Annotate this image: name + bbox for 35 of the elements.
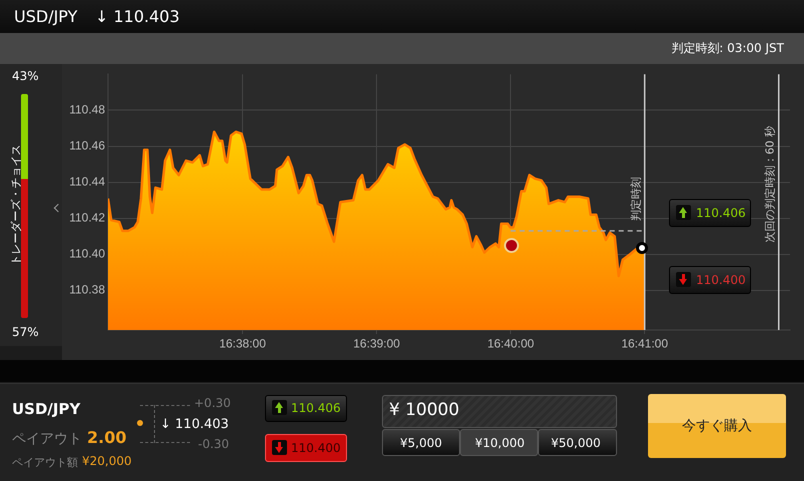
text: ¥50,000 — [551, 436, 601, 450]
annotation: 110.406 — [696, 206, 746, 220]
text: 57% — [12, 325, 39, 339]
x-tick-label: 16:41:00 — [621, 336, 668, 351]
y-tick-label: 110.42 — [69, 210, 106, 225]
y-tick-label: 110.44 — [69, 174, 106, 189]
ref-line-label: 次回の判定時刻：60 秒 — [764, 126, 777, 242]
text: ↓ 110.403 — [95, 7, 180, 26]
text: -0.30 — [198, 437, 230, 451]
text: 判定時刻: 03:00 JST — [671, 41, 784, 55]
text: ¥20,000 — [82, 454, 132, 468]
y-tick-label: 110.48 — [69, 102, 106, 117]
ref-line-label: 判定時刻 — [630, 177, 643, 222]
text: 43% — [12, 69, 39, 83]
text: +0.30 — [194, 396, 231, 410]
text: ¥ 10000 — [389, 400, 460, 420]
text: ペイアウト額 — [12, 456, 78, 469]
text: 今すぐ購入 — [682, 418, 752, 434]
y-tick-label: 110.40 — [69, 246, 106, 261]
text: USD/JPY — [14, 7, 78, 26]
x-tick-label: 16:38:00 — [219, 336, 266, 351]
text: 2.00 — [87, 428, 126, 447]
text: ¥5,000 — [400, 436, 442, 450]
annotation: 110.400 — [696, 273, 746, 287]
y-tick-label: 110.46 — [69, 138, 106, 153]
y-tick-label: 110.38 — [69, 282, 106, 297]
text: ↓ 110.403 — [160, 417, 229, 432]
text: USD/JPY — [12, 400, 80, 418]
text: 110.406 — [291, 401, 341, 415]
x-tick-label: 16:39:00 — [353, 336, 400, 351]
text: ¥10,000 — [475, 436, 525, 450]
text: 110.400 — [291, 441, 341, 455]
text: トレーダーズ・チョイス — [10, 144, 22, 266]
text: ペイアウト — [12, 431, 82, 447]
x-tick-label: 16:40:00 — [487, 336, 534, 351]
